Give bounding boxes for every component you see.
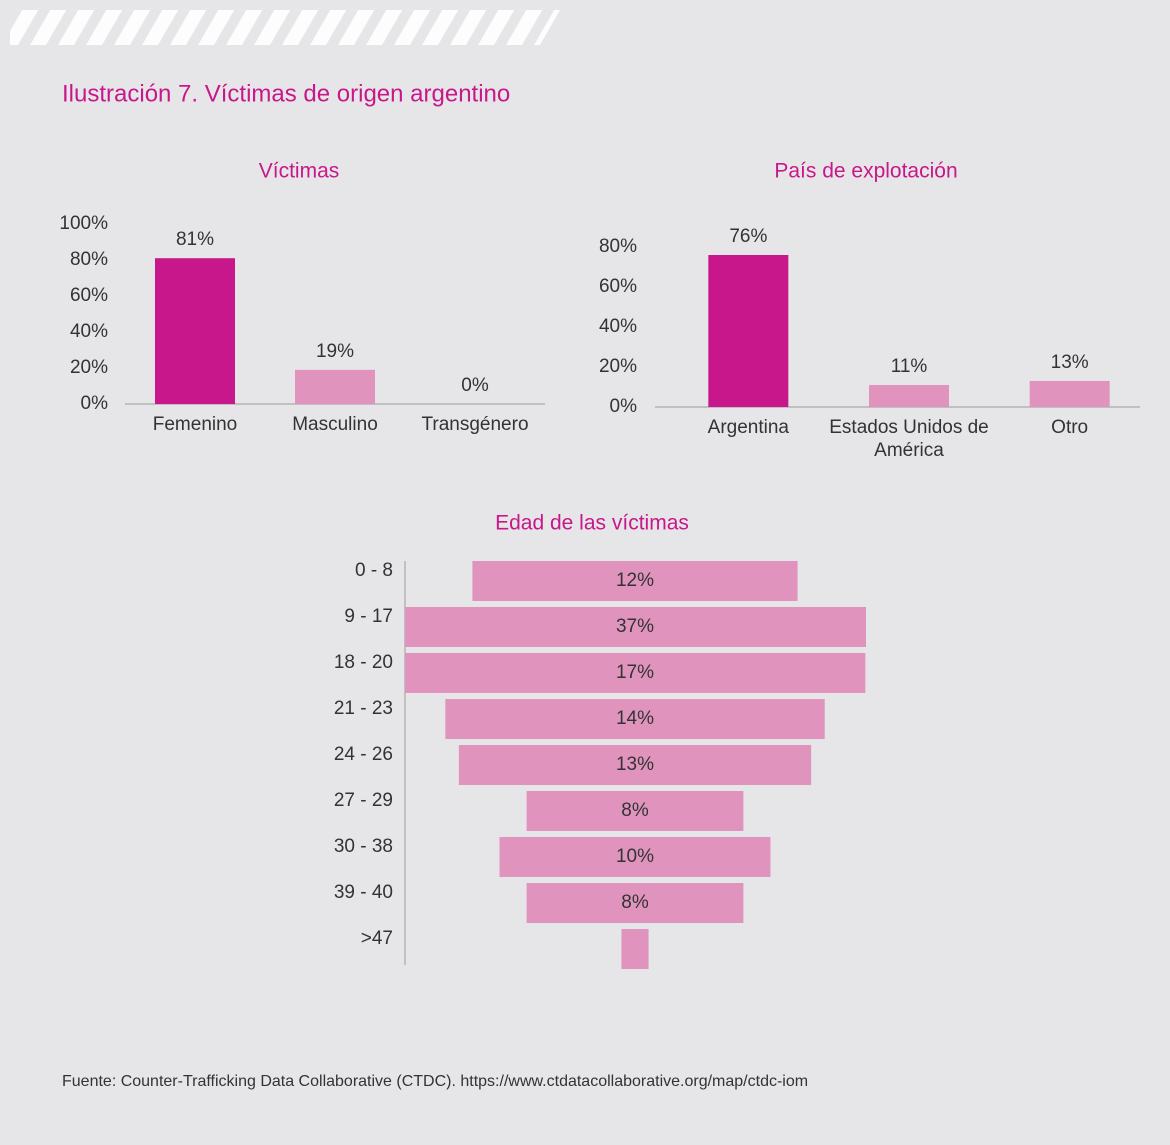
y-tick-label: 24 - 26: [334, 744, 393, 765]
value-label: 12%: [616, 570, 654, 591]
x-tick-label-box: Transgénero: [421, 414, 529, 435]
bar: [526, 791, 744, 831]
hatch-band: [10, 10, 560, 45]
value-label: 10%: [616, 846, 654, 867]
y-tick-label: 80%: [70, 249, 108, 270]
value-label: 8%: [621, 800, 649, 821]
x-tick-label: Estados Unidos de América: [829, 417, 989, 461]
value-label: 37%: [616, 616, 654, 637]
value-label: 19%: [316, 341, 354, 362]
chart-title: Edad de las víctimas: [495, 512, 689, 535]
value-label: 8%: [621, 892, 649, 913]
bar: [621, 929, 649, 969]
y-tick-label: 20%: [70, 357, 108, 378]
source-note: Fuente: Counter-Trafficking Data Collabo…: [62, 1073, 808, 1090]
bar: [1029, 381, 1110, 407]
y-tick-label: 18 - 20: [334, 652, 393, 673]
value-label: 0%: [461, 375, 489, 396]
bar: [708, 255, 789, 407]
x-tick-label: Masculino: [292, 414, 378, 435]
bar: [526, 883, 744, 923]
x-tick-label-box: Otro: [1051, 417, 1089, 438]
chart-title: Víctimas: [259, 160, 340, 183]
bar: [445, 699, 825, 739]
value-label: 11%: [891, 356, 928, 377]
y-tick-label: 60%: [70, 285, 108, 306]
y-tick-label: 27 - 29: [334, 790, 393, 811]
y-tick-label: 21 - 23: [334, 698, 393, 719]
value-label: 81%: [176, 229, 214, 250]
y-tick-label: 40%: [70, 321, 108, 342]
x-tick-label-box: Estados Unidos de América: [829, 417, 989, 461]
y-tick-label: 39 - 40: [334, 882, 393, 903]
x-tick-label: Transgénero: [421, 414, 529, 435]
bar: [295, 369, 375, 404]
y-tick-label: 0%: [81, 393, 109, 414]
x-tick-label: Otro: [1051, 417, 1089, 438]
x-tick-label: Argentina: [707, 417, 789, 438]
y-tick-label: 20%: [599, 356, 637, 377]
funnel-bars: [405, 561, 866, 969]
x-tick-label-box: Masculino: [292, 414, 378, 435]
y-tick-label: 60%: [599, 276, 637, 297]
bar: [405, 607, 866, 647]
y-tick-label: 40%: [599, 316, 637, 337]
y-tick-label: >47: [361, 928, 393, 949]
x-tick-label: Femenino: [152, 414, 238, 435]
y-tick-label: 80%: [599, 236, 637, 257]
page-title: Ilustración 7. Víctimas de origen argent…: [62, 80, 510, 107]
x-tick-label-box: Argentina: [707, 417, 789, 438]
bar: [405, 653, 866, 693]
y-tick-label: 0 - 8: [355, 560, 393, 581]
chart-title: País de explotación: [774, 160, 957, 183]
x-tick-label-box: Femenino: [152, 414, 238, 435]
y-tick-label: 100%: [59, 213, 108, 234]
value-label: 14%: [616, 708, 654, 729]
y-tick-label: 30 - 38: [334, 836, 393, 857]
value-label: 13%: [616, 754, 654, 775]
bar: [472, 561, 798, 601]
bar: [155, 258, 235, 404]
bar: [499, 837, 771, 877]
value-label: 13%: [1051, 352, 1089, 373]
bar: [458, 745, 812, 785]
value-label: 76%: [729, 226, 767, 247]
y-tick-label: 0%: [610, 396, 638, 417]
bar: [869, 385, 949, 407]
value-label: 17%: [616, 662, 654, 683]
y-tick-label: 9 - 17: [344, 606, 393, 627]
